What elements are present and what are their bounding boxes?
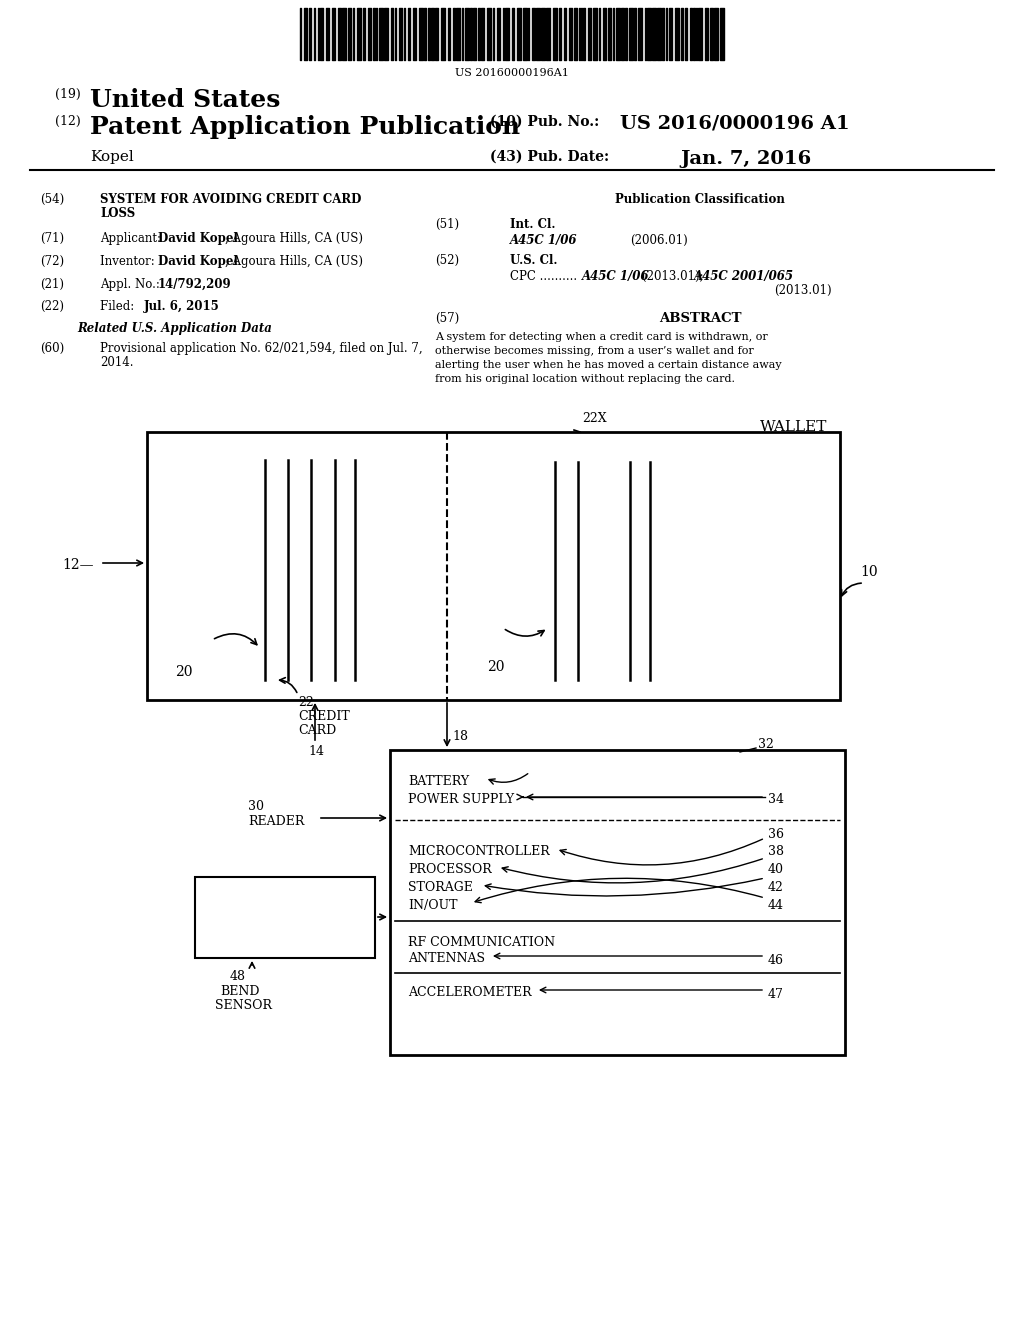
Text: 34: 34 bbox=[768, 793, 784, 807]
Text: (52): (52) bbox=[435, 253, 459, 267]
Text: CARD: CARD bbox=[298, 723, 336, 737]
Text: (57): (57) bbox=[435, 312, 459, 325]
Text: U.S. Cl.: U.S. Cl. bbox=[510, 253, 557, 267]
Text: David Kopel: David Kopel bbox=[158, 255, 238, 268]
Text: CREDIT: CREDIT bbox=[298, 710, 350, 723]
Text: alerting the user when he has moved a certain distance away: alerting the user when he has moved a ce… bbox=[435, 360, 781, 370]
Text: 46: 46 bbox=[768, 954, 784, 968]
Text: Int. Cl.: Int. Cl. bbox=[510, 218, 555, 231]
Text: IN/OUT: IN/OUT bbox=[408, 899, 458, 912]
Text: Jul. 6, 2015: Jul. 6, 2015 bbox=[144, 300, 220, 313]
Text: MICROCONTROLLER: MICROCONTROLLER bbox=[408, 845, 550, 858]
Text: WALLET: WALLET bbox=[760, 420, 827, 434]
Text: POWER SUPPLY: POWER SUPPLY bbox=[408, 793, 514, 807]
Text: 10: 10 bbox=[860, 565, 878, 579]
Text: READER: READER bbox=[248, 814, 304, 828]
Text: A45C 1/06: A45C 1/06 bbox=[582, 271, 649, 282]
Text: ABSTRACT: ABSTRACT bbox=[658, 312, 741, 325]
Text: 48: 48 bbox=[230, 970, 246, 983]
Bar bbox=[390, 750, 845, 1055]
Text: Kopel: Kopel bbox=[90, 150, 134, 164]
Text: otherwise becomes missing, from a user’s wallet and for: otherwise becomes missing, from a user’s… bbox=[435, 346, 754, 356]
Text: (71): (71) bbox=[40, 232, 65, 246]
Text: Appl. No.:: Appl. No.: bbox=[100, 279, 164, 290]
Text: Applicant:: Applicant: bbox=[100, 232, 165, 246]
Text: (12): (12) bbox=[55, 115, 81, 128]
Text: 47: 47 bbox=[768, 987, 784, 1001]
Text: 36: 36 bbox=[768, 828, 784, 841]
Text: ANTENNAS: ANTENNAS bbox=[408, 952, 485, 965]
Text: (43) Pub. Date:: (43) Pub. Date: bbox=[490, 150, 609, 164]
Text: Filed:: Filed: bbox=[100, 300, 161, 313]
Text: 22: 22 bbox=[298, 696, 313, 709]
Text: LOSS: LOSS bbox=[100, 207, 135, 220]
Text: (19): (19) bbox=[55, 88, 81, 102]
Bar bbox=[147, 432, 840, 700]
Text: David Kopel: David Kopel bbox=[158, 232, 238, 246]
Text: United States: United States bbox=[90, 88, 281, 112]
Text: PROCESSOR: PROCESSOR bbox=[408, 863, 492, 876]
Text: 18: 18 bbox=[452, 730, 468, 743]
Text: Publication Classification: Publication Classification bbox=[615, 193, 785, 206]
Text: A45C 2001/065: A45C 2001/065 bbox=[694, 271, 794, 282]
Text: (2013.01);: (2013.01); bbox=[642, 271, 708, 282]
Text: 2014.: 2014. bbox=[100, 356, 133, 370]
Text: , Agoura Hills, CA (US): , Agoura Hills, CA (US) bbox=[225, 255, 362, 268]
Text: (51): (51) bbox=[435, 218, 459, 231]
Text: 44: 44 bbox=[768, 899, 784, 912]
Text: SYSTEM FOR AVOIDING CREDIT CARD: SYSTEM FOR AVOIDING CREDIT CARD bbox=[100, 193, 361, 206]
Text: 20: 20 bbox=[175, 665, 193, 678]
Text: 20: 20 bbox=[487, 660, 505, 675]
Text: (10) Pub. No.:: (10) Pub. No.: bbox=[490, 115, 599, 129]
Text: ACCELEROMETER: ACCELEROMETER bbox=[408, 986, 531, 999]
Text: (2006.01): (2006.01) bbox=[630, 234, 688, 247]
Text: SENSOR: SENSOR bbox=[215, 999, 272, 1012]
Text: (72): (72) bbox=[40, 255, 65, 268]
Text: 42: 42 bbox=[768, 880, 784, 894]
Text: 22X: 22X bbox=[582, 412, 606, 425]
Text: A45C 1/06: A45C 1/06 bbox=[510, 234, 578, 247]
Text: 14/792,209: 14/792,209 bbox=[158, 279, 231, 290]
Text: (21): (21) bbox=[40, 279, 63, 290]
Text: Related U.S. Application Data: Related U.S. Application Data bbox=[78, 322, 272, 335]
Text: 12—: 12— bbox=[62, 558, 93, 572]
Text: STORAGE: STORAGE bbox=[408, 880, 473, 894]
Text: (60): (60) bbox=[40, 342, 65, 355]
Text: RF COMMUNICATION: RF COMMUNICATION bbox=[408, 936, 555, 949]
Text: Jan. 7, 2016: Jan. 7, 2016 bbox=[680, 150, 811, 168]
Text: 30: 30 bbox=[248, 800, 264, 813]
Text: Inventor:: Inventor: bbox=[100, 255, 162, 268]
Text: BEND: BEND bbox=[220, 985, 259, 998]
Text: US 2016/0000196 A1: US 2016/0000196 A1 bbox=[620, 115, 850, 133]
Text: CPC ..........: CPC .......... bbox=[510, 271, 578, 282]
Text: BATTERY: BATTERY bbox=[408, 775, 469, 788]
Text: US 20160000196A1: US 20160000196A1 bbox=[455, 69, 569, 78]
Bar bbox=[195, 876, 375, 958]
Text: A system for detecting when a credit card is withdrawn, or: A system for detecting when a credit car… bbox=[435, 333, 768, 342]
Text: 40: 40 bbox=[768, 863, 784, 876]
Text: Patent Application Publication: Patent Application Publication bbox=[90, 115, 520, 139]
Text: Provisional application No. 62/021,594, filed on Jul. 7,: Provisional application No. 62/021,594, … bbox=[100, 342, 423, 355]
Text: 32: 32 bbox=[758, 738, 774, 751]
Text: 14: 14 bbox=[308, 744, 324, 758]
Text: from his original location without replacing the card.: from his original location without repla… bbox=[435, 374, 735, 384]
Text: (54): (54) bbox=[40, 193, 65, 206]
Text: , Agoura Hills, CA (US): , Agoura Hills, CA (US) bbox=[225, 232, 362, 246]
Text: (2013.01): (2013.01) bbox=[774, 284, 831, 297]
Text: (22): (22) bbox=[40, 300, 63, 313]
Text: 38: 38 bbox=[768, 845, 784, 858]
